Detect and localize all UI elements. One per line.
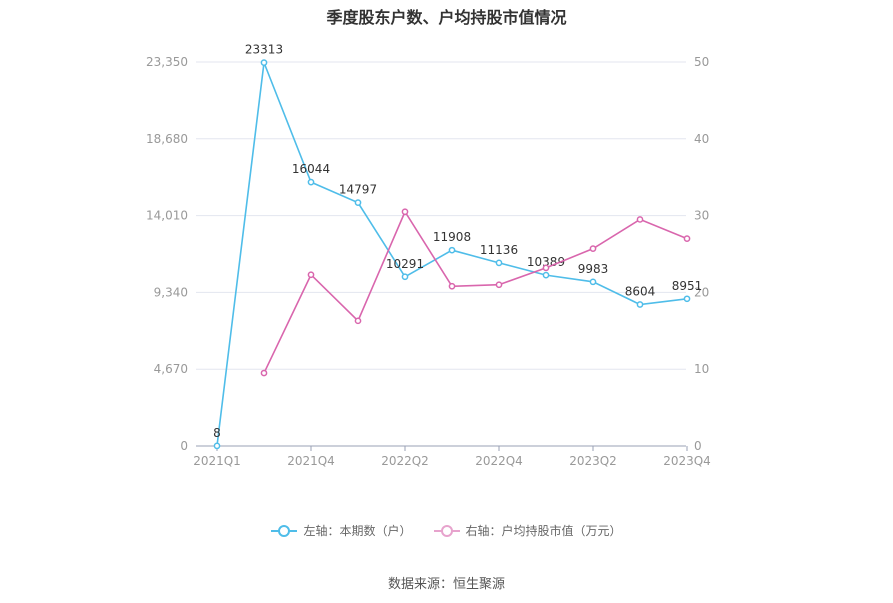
series-line-left bbox=[216, 62, 688, 446]
chart-legend: 左轴：本期数（户） 右轴：户均持股市值（万元） bbox=[0, 522, 893, 539]
legend-marker-right bbox=[433, 524, 460, 538]
data-label: 11908 bbox=[433, 230, 471, 244]
left-axis-tick-label: 23,350 bbox=[146, 55, 188, 69]
legend-item-left-series[interactable]: 左轴：本期数（户） bbox=[271, 522, 412, 539]
data-label: 8 bbox=[213, 426, 221, 440]
x-axis-tick-label: 2021Q4 bbox=[287, 454, 335, 468]
data-point-right bbox=[354, 317, 362, 325]
data-point-left bbox=[260, 59, 268, 66]
left-axis-tick-label: 18,680 bbox=[146, 132, 188, 146]
data-point-left bbox=[636, 301, 644, 308]
x-axis-tick-label: 2021Q1 bbox=[193, 454, 241, 468]
legend-item-right-series[interactable]: 右轴：户均持股市值（万元） bbox=[433, 522, 622, 539]
left-axis-tick-label: 14,010 bbox=[146, 209, 188, 223]
right-axis-tick-label: 40 bbox=[694, 132, 709, 146]
chart-title: 季度股东户数、户均持股市值情况 bbox=[326, 8, 567, 27]
data-point-left bbox=[448, 246, 456, 254]
series-line-right bbox=[263, 210, 688, 374]
left-axis-tick-label: 4,670 bbox=[154, 362, 188, 376]
x-axis-tick-label: 2022Q2 bbox=[381, 454, 429, 468]
data-point-left bbox=[213, 442, 221, 450]
right-axis-tick-label: 20 bbox=[694, 285, 709, 299]
data-label: 23313 bbox=[245, 43, 283, 57]
data-point-right bbox=[636, 216, 644, 223]
data-point-right bbox=[448, 282, 456, 290]
data-point-right bbox=[589, 245, 597, 252]
data-point-right bbox=[260, 369, 268, 377]
data-point-right bbox=[495, 281, 503, 289]
data-point-left bbox=[401, 273, 409, 281]
legend-label-left: 左轴：本期数（户） bbox=[303, 524, 412, 538]
data-source: 数据来源：恒生聚源 bbox=[387, 577, 505, 592]
x-axis-tick-label: 2023Q2 bbox=[569, 454, 617, 468]
data-point-right bbox=[542, 264, 550, 272]
data-label: 8951 bbox=[672, 279, 703, 293]
right-axis-tick-label: 50 bbox=[694, 55, 709, 69]
data-point-right bbox=[683, 235, 691, 242]
data-label: 11136 bbox=[480, 243, 518, 257]
data-label: 9983 bbox=[578, 262, 609, 276]
data-point-left bbox=[495, 259, 503, 267]
legend-marker-left bbox=[271, 524, 298, 538]
left-axis-tick-label: 9,340 bbox=[154, 285, 188, 299]
legend-label-right: 右轴：户均持股市值（万元） bbox=[465, 524, 622, 538]
left-axis-tick-label: 0 bbox=[180, 439, 188, 453]
data-label: 16044 bbox=[292, 162, 330, 176]
data-point-left bbox=[589, 278, 597, 286]
data-point-right bbox=[307, 271, 315, 279]
x-axis-tick-label: 2023Q4 bbox=[663, 454, 711, 468]
data-label: 10291 bbox=[386, 257, 424, 271]
right-axis-tick-label: 10 bbox=[694, 362, 709, 376]
data-label: 14797 bbox=[339, 183, 377, 197]
data-label: 10389 bbox=[527, 255, 565, 269]
right-axis-tick-label: 30 bbox=[694, 209, 709, 223]
right-axis-tick-label: 0 bbox=[694, 439, 702, 453]
data-point-left bbox=[354, 199, 362, 207]
data-point-right bbox=[401, 208, 409, 216]
data-label: 8604 bbox=[625, 285, 656, 299]
data-point-left bbox=[683, 295, 691, 303]
data-point-left bbox=[307, 178, 315, 186]
data-point-left bbox=[542, 271, 550, 279]
x-axis-tick-label: 2022Q4 bbox=[475, 454, 523, 468]
